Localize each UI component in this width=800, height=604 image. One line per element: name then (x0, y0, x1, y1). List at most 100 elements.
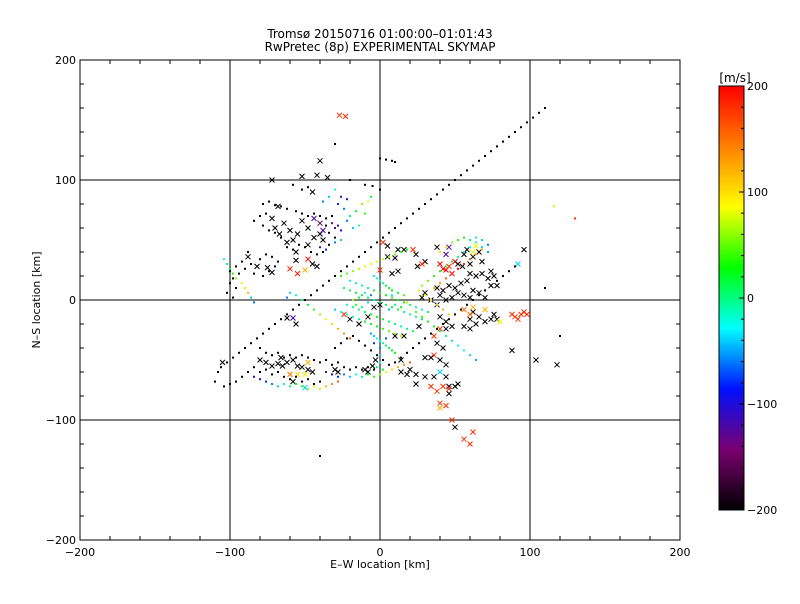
data-point-dot (358, 267, 360, 270)
data-point-dot (226, 291, 228, 294)
data-point-dot (370, 323, 372, 325)
data-point-cross (461, 251, 467, 258)
data-point-cross (479, 258, 485, 265)
colorbar-tick-label: 200 (747, 80, 768, 93)
data-point-cross (305, 241, 311, 248)
data-point-cross (284, 359, 290, 366)
data-point-dot (391, 159, 393, 162)
data-point-dot (352, 306, 354, 309)
data-point-dot (394, 303, 396, 306)
data-point-dot (331, 222, 333, 225)
data-point-cross (443, 318, 449, 325)
data-point-dot (496, 145, 498, 148)
data-point-dot (385, 371, 387, 373)
data-point-dot (358, 224, 360, 227)
data-point-cross (264, 264, 271, 271)
data-point-dot (430, 332, 432, 335)
data-point-dot (373, 299, 375, 301)
data-point-dot (235, 287, 237, 289)
data-point-dot (382, 282, 384, 285)
data-point-cross (278, 354, 284, 361)
data-point-cross (452, 424, 458, 431)
data-point-dot (448, 318, 450, 321)
data-point-dot (370, 332, 372, 335)
data-point-cross (467, 316, 473, 323)
data-point-cross (257, 357, 263, 363)
data-point-dot (442, 308, 444, 311)
data-point-cross (314, 172, 320, 179)
data-point-dot (454, 313, 456, 316)
data-point-dot (391, 368, 393, 371)
data-point-dot (331, 323, 333, 325)
data-point-cross (440, 265, 446, 272)
data-point-dot (349, 215, 351, 217)
data-point-dot (463, 263, 465, 265)
data-point-dot (490, 150, 492, 153)
data-point-cross (413, 371, 419, 378)
y-tick-label: 100 (55, 174, 76, 187)
data-point-dot (574, 217, 576, 220)
data-point-cross (476, 289, 482, 296)
data-point-dot (307, 186, 309, 189)
data-point-dot (388, 308, 390, 311)
data-point-dot (364, 344, 366, 347)
data-point-dot (364, 265, 366, 268)
data-point-dot (361, 368, 363, 371)
data-point-dot (352, 315, 354, 318)
data-point-dot (361, 306, 363, 309)
colorbar-tick-label: 0 (747, 292, 754, 305)
data-point-cross (317, 220, 323, 227)
data-point-dot (235, 277, 237, 280)
data-point-dot (544, 107, 546, 109)
data-point-cross (470, 253, 476, 260)
data-point-cross (401, 333, 407, 339)
data-point-cross (434, 388, 440, 395)
data-point-dot (430, 299, 432, 301)
data-point-cross (494, 282, 500, 289)
data-point-cross (467, 325, 473, 332)
data-point-dot (457, 267, 459, 270)
data-point-dot (274, 323, 276, 325)
data-point-dot (481, 239, 483, 241)
data-point-dot (334, 275, 336, 277)
data-point-dot (355, 373, 357, 376)
data-point-cross (219, 359, 226, 366)
data-point-dot (289, 385, 291, 388)
data-point-cross (488, 268, 494, 275)
data-point-dot (454, 179, 456, 181)
colorbar-tick-label: −100 (747, 398, 777, 411)
data-point-cross (309, 189, 316, 195)
data-point-dot (508, 135, 510, 138)
data-point-cross (290, 378, 296, 385)
data-point-dot (391, 306, 393, 309)
data-point-dot (325, 371, 327, 373)
data-point-dot (295, 294, 297, 297)
data-point-cross (524, 311, 530, 318)
data-point-dot (241, 260, 243, 263)
data-point-cross (446, 383, 452, 390)
data-point-dot (418, 342, 420, 345)
data-point-cross (422, 289, 428, 296)
data-point-cross (422, 373, 428, 380)
data-point-dot (355, 366, 357, 369)
data-point-dot (466, 169, 468, 172)
data-point-cross (276, 231, 283, 237)
data-point-dot (250, 296, 252, 299)
data-point-dot (385, 284, 387, 287)
data-point-dot (358, 296, 360, 299)
data-point-cross (470, 304, 476, 311)
data-point-cross (443, 402, 449, 409)
data-point-dot (277, 385, 279, 388)
data-point-dot (475, 236, 477, 239)
data-point-cross (443, 325, 449, 332)
data-point-cross (449, 417, 455, 423)
data-point-cross (461, 292, 467, 299)
data-point-dot (376, 366, 378, 369)
data-point-dot (235, 265, 237, 268)
data-point-dot (466, 303, 468, 306)
data-point-dot (355, 210, 357, 213)
data-point-cross (372, 357, 379, 363)
data-point-dot (367, 200, 369, 203)
data-point-dot (331, 383, 333, 385)
data-point-dot (394, 253, 396, 256)
